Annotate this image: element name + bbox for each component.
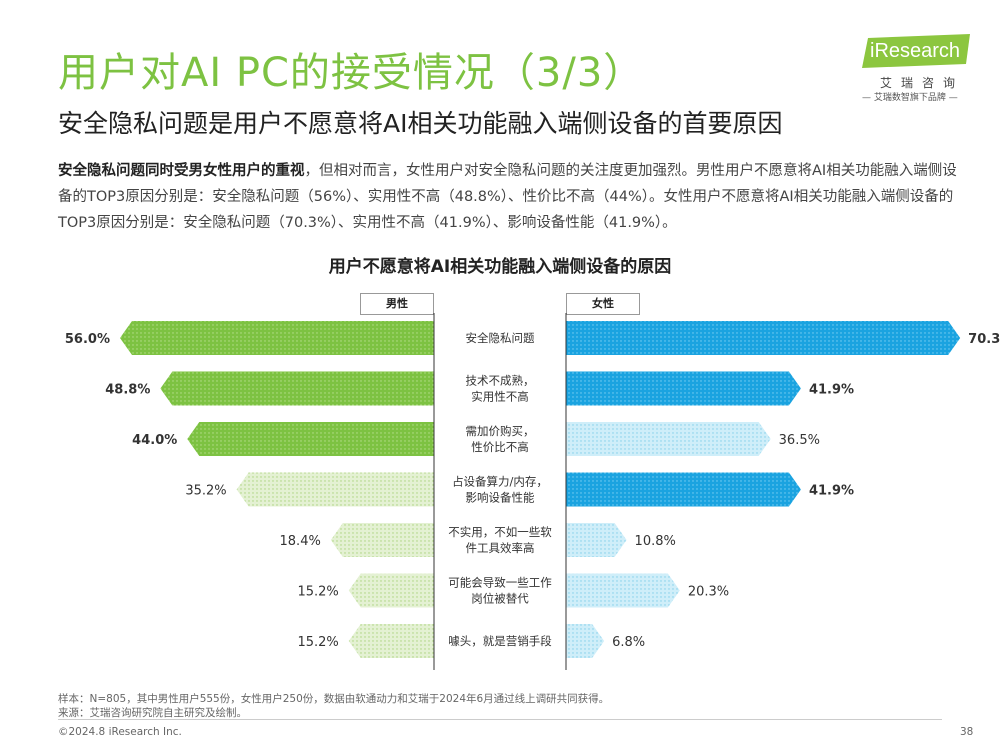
label-female-2: 36.5% (779, 433, 820, 448)
bar-female-2 (566, 422, 771, 456)
logo-mark-icon (862, 34, 970, 68)
label-male-6: 15.2% (297, 635, 338, 650)
page-title: 用户对AI PC的接受情况（3/3） (58, 50, 645, 96)
description-bold: 安全隐私问题同时受男女性用户的重视 (58, 163, 305, 179)
source-note: 来源：艾瑞咨询研究院自主研究及绘制。 (58, 707, 247, 719)
category-label-3: 占设备算力/内存，影响设备性能 (452, 475, 548, 505)
category-label-6: 噱头，就是营销手段 (448, 634, 552, 648)
label-female-3: 41.9% (809, 484, 854, 499)
sample-note: 样本：N=805，其中男性用户555份，女性用户250份，数据由软通动力和艾瑞于… (58, 693, 610, 705)
page-number: 38 (960, 726, 974, 738)
label-female-1: 41.9% (809, 383, 854, 398)
logo-cn-name: 艾瑞咨询 (880, 76, 965, 90)
bar-female-5 (566, 573, 680, 608)
bar-male-6 (348, 624, 434, 658)
label-male-1: 48.8% (105, 383, 150, 398)
footer-notes: 样本：N=805，其中男性用户555份，女性用户250份，数据由软通动力和艾瑞于… (58, 692, 609, 720)
label-male-5: 15.2% (297, 585, 338, 600)
bar-female-6 (566, 624, 605, 658)
label-male-2: 44.0% (132, 433, 177, 448)
category-label-5: 可能会导致一些工作岗位被替代 (448, 576, 552, 606)
bar-female-4 (566, 523, 627, 557)
bar-male-1 (160, 371, 434, 406)
bar-male-2 (187, 422, 434, 456)
logo-brand: iResearch (870, 40, 961, 62)
iresearch-logo: iResearch 艾瑞咨询 — 艾瑞数智旗下品牌 — (862, 34, 972, 104)
bar-male-3 (236, 472, 434, 507)
footer-divider (58, 719, 942, 720)
page-subtitle: 安全隐私问题是用户不愿意将AI相关功能融入端侧设备的首要原因 (58, 109, 783, 138)
label-female-5: 20.3% (688, 585, 729, 600)
label-female-6: 6.8% (612, 635, 645, 650)
bar-female-3 (566, 472, 801, 507)
label-female-0: 70.3% (968, 332, 1000, 347)
bar-male-0 (120, 321, 434, 355)
category-label-2: 需加价购买，性价比不高 (466, 424, 535, 454)
bar-female-0 (566, 321, 961, 355)
bar-female-1 (566, 371, 801, 406)
description-text: ，但相对而言，女性用户对安全隐私问题的关注度更加强烈。男性用户不愿意将AI相关功… (58, 163, 957, 231)
label-male-4: 18.4% (280, 534, 321, 549)
category-label-4: 不实用，不如一些软件工具效率高 (448, 525, 552, 555)
label-male-3: 35.2% (185, 484, 226, 499)
category-label-0: 安全隐私问题 (466, 331, 535, 345)
logo-slogan: — 艾瑞数智旗下品牌 — (862, 93, 958, 103)
description: 安全隐私问题同时受男女性用户的重视，但相对而言，女性用户对安全隐私问题的关注度更… (58, 158, 958, 236)
bar-male-4 (330, 523, 434, 557)
label-male-0: 56.0% (65, 332, 110, 347)
copyright: ©2024.8 iResearch Inc. (58, 726, 182, 738)
butterfly-bar-chart: 56.0% 70.3% 安全隐私问题 48.8% 41.9% 技术不成熟，实用性不高 44.… (65, 313, 1000, 670)
category-label-1: 技术不成熟，实用性不高 (466, 374, 535, 404)
legend-female: 女性 (566, 293, 640, 315)
chart-title: 用户不愿意将AI相关功能融入端侧设备的原因 (328, 257, 672, 277)
bar-male-5 (348, 573, 434, 608)
legend-male: 男性 (360, 293, 434, 315)
label-female-4: 10.8% (635, 534, 676, 549)
